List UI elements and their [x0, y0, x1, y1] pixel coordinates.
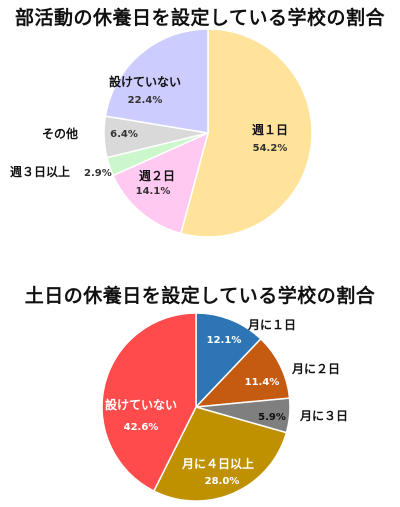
pie-slice — [194, 337, 291, 408]
slice-label: 週３日以上 — [10, 164, 70, 179]
slice-label: 月に４日以上 — [181, 456, 254, 471]
slice-value-label: 6.4% — [110, 129, 138, 140]
pie-slice — [195, 312, 262, 409]
slice-value-label: 2.9% — [84, 168, 112, 179]
pie-slice — [101, 312, 197, 493]
slice-label: 月に３日 — [299, 409, 348, 423]
chart-title-weekend-rest-days: 土日の休養日を設定している学校の割合 — [24, 285, 376, 307]
chart-title-club-rest-days: 部活動の休養日を設定している学校の割合 — [15, 7, 385, 29]
pie-slice — [104, 28, 209, 134]
pie-slice — [152, 406, 288, 502]
slice-label: 月に２日 — [291, 362, 340, 376]
slice-label: 週２日 — [139, 168, 175, 183]
slice-value-label: 14.1% — [136, 186, 171, 197]
slice-value-label: 5.9% — [258, 412, 286, 423]
slice-value-label: 42.6% — [124, 422, 159, 433]
slice-value-label: 11.4% — [245, 377, 280, 388]
pie-slice — [179, 28, 313, 238]
slice-label: 設けていない — [109, 74, 181, 89]
pie-slice — [112, 131, 210, 235]
slice-label: 設けていない — [105, 397, 177, 412]
slice-label: 月に１日 — [247, 318, 296, 332]
slice-value-label: 28.0% — [205, 476, 240, 487]
slice-value-label: 22.4% — [128, 95, 163, 106]
slice-value-label: 12.1% — [207, 335, 242, 346]
slice-label: 週１日 — [252, 122, 288, 137]
slice-value-label: 54.2% — [253, 143, 288, 154]
slice-label: その他 — [42, 126, 78, 141]
